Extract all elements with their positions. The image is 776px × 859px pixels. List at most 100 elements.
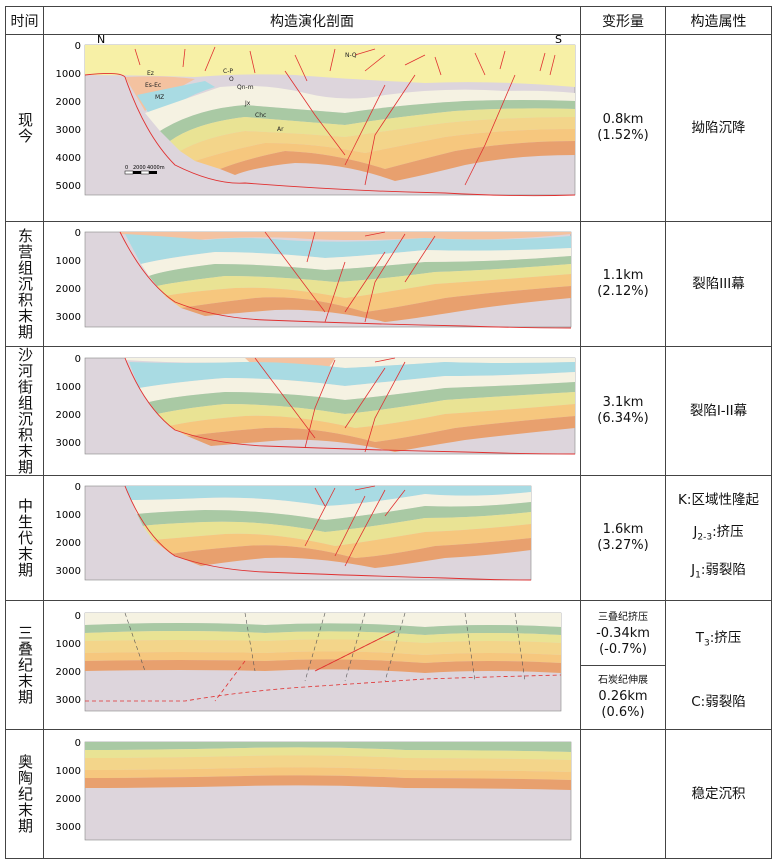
scale-bar: 0 2000 4000m: [124, 165, 165, 175]
stratigraphy: [84, 357, 575, 455]
section-cell: 0 1000 2000 3000: [43, 346, 581, 476]
stratigraphy: [84, 231, 571, 329]
unit-label: C-P: [223, 68, 233, 75]
section-ordovician: 0 1000 2000 3000: [55, 738, 571, 841]
scale-label: 2000: [133, 165, 146, 171]
deformation-percent: (3.27%): [597, 538, 649, 553]
header-section: 构造演化剖面: [43, 6, 581, 35]
section-mesozoic: 0 1000 2000 3000: [55, 482, 531, 581]
unit-label: MZ: [155, 94, 164, 101]
depth-axis: 0 1000 2000 3000: [55, 482, 80, 577]
stratigraphy: [84, 485, 531, 581]
depth-tick: 0: [74, 228, 80, 239]
unit-label: O: [229, 76, 234, 83]
attribute-line: J1:弱裂陷: [666, 561, 771, 585]
deformation-cell: 1.1km (2.12%): [580, 221, 666, 347]
attribute-cell: 拗陷沉降: [665, 34, 772, 222]
attribute-subscript: 1: [695, 570, 701, 581]
depth-axis: 0 1000 2000 3000: [55, 738, 80, 833]
scale-label: 4000m: [147, 165, 165, 171]
depth-tick: 3000: [55, 438, 80, 449]
attribute-subscript: 3: [703, 638, 710, 649]
depth-tick: 1000: [55, 256, 80, 267]
row-shahejie: 沙河街组沉积末期 0 1000 2000 3000: [5, 346, 772, 476]
section-cell: 0 1000 2000 3000: [43, 729, 581, 859]
depth-tick: 2000: [55, 667, 80, 678]
depth-tick: 0: [74, 482, 80, 493]
depth-tick: 2000: [55, 284, 80, 295]
depth-tick: 4000: [55, 153, 80, 164]
deformation-percent: (0.6%): [601, 704, 645, 720]
deformation-cell: 三叠纪挤压 -0.34km (-0.7%) 石炭纪伸展 0.26km (0.6%…: [580, 600, 666, 730]
attribute-text: :弱裂陷: [700, 562, 746, 578]
time-label: 现今: [16, 112, 34, 144]
time-label: 中生代末期: [16, 498, 34, 578]
section-triassic: 0 1000 2000 3000: [55, 611, 561, 712]
header-time: 时间: [5, 6, 44, 35]
attribute-cell: 稳定沉积: [665, 729, 772, 859]
deformation-cell: 0.8km (1.52%): [580, 34, 666, 222]
depth-tick: 1000: [55, 639, 80, 650]
north-label: N: [97, 35, 105, 46]
depth-tick: 1000: [55, 382, 80, 393]
time-label: 东营组沉积末期: [16, 228, 34, 340]
deformation-value: 3.1km: [602, 395, 644, 410]
header-attribute: 构造属性: [665, 6, 772, 35]
depth-axis: 0 1000 2000 3000: [55, 611, 80, 706]
attribute-line: C:弱裂陷: [666, 693, 771, 711]
header-row: 时间 构造演化剖面 变形量 构造属性: [5, 6, 772, 35]
stratigraphy: [84, 612, 561, 712]
unit-label: Qn-m: [237, 84, 254, 91]
attribute-text: C:弱裂陷: [691, 693, 746, 710]
unit-labels: Ez Es-Ec MZ C-P O Qn-m Jx Chc Ar N-Q: [145, 52, 357, 133]
depth-tick: 5000: [55, 181, 80, 192]
deformation-value: -0.34km: [596, 625, 650, 641]
attribute-subscript: 2-3: [697, 533, 713, 543]
deformation-percent: (1.52%): [597, 128, 649, 143]
section-cell: 0 1000 2000 3000: [43, 600, 581, 730]
depth-tick: 0: [74, 611, 80, 622]
attribute-text: K:区域性隆起: [678, 492, 759, 509]
deformation-cell: 3.1km (6.34%): [580, 346, 666, 476]
scale-label: 0: [125, 165, 128, 171]
row-ordovician: 奥陶纪末期 0 1000 2000 3000 稳定: [5, 729, 772, 859]
deformation-value: 0.26km: [598, 688, 648, 704]
depth-tick: 2000: [55, 410, 80, 421]
time-label: 三叠纪末期: [16, 625, 34, 705]
unit-label: Es-Ec: [145, 82, 161, 89]
depth-axis: 0 1000 2000 3000: [55, 354, 80, 449]
attribute-text: J: [693, 524, 698, 541]
depth-tick: 2000: [55, 97, 80, 108]
depth-tick: 3000: [55, 566, 80, 577]
unit-label: Ez: [147, 70, 154, 77]
stratigraphy: [84, 44, 575, 197]
time-label: 奥陶纪末期: [16, 754, 34, 834]
depth-tick: 3000: [55, 312, 80, 323]
deformation-triassic: 三叠纪挤压 -0.34km (-0.7%): [581, 603, 665, 666]
attribute-text: :挤压: [709, 630, 742, 647]
header-deformation: 变形量: [580, 6, 666, 35]
attribute-cell: 裂陷I-II幕: [665, 346, 772, 476]
deformation-percent: (-0.7%): [599, 641, 647, 657]
deformation-value: 0.8km: [602, 112, 644, 127]
attribute-line: J2-3:挤压: [666, 523, 771, 547]
depth-tick: 3000: [55, 125, 80, 136]
attribute-text: J: [691, 562, 696, 578]
unit-label: Chc: [255, 112, 266, 119]
deformation-value: 1.1km: [602, 268, 644, 283]
section-present: 0 1000 2000 3000 4000 5000 N S: [55, 33, 575, 197]
row-mesozoic: 中生代末期 0 1000 2000 3000: [5, 475, 772, 601]
section-shahejie: 0 1000 2000 3000: [55, 354, 575, 455]
deformation-label: 石炭纪伸展: [598, 674, 648, 686]
deformation-carboniferous: 石炭纪伸展 0.26km (0.6%): [581, 666, 665, 728]
attribute-text: :挤压: [712, 524, 744, 541]
row-dongying: 东营组沉积末期 0 1000 2000 3000: [5, 221, 772, 347]
evolution-table: 时间 构造演化剖面 变形量 构造属性 现今 0 1000 2000 3000 4…: [5, 6, 772, 859]
depth-tick: 2000: [55, 538, 80, 549]
unit-label: Jx: [244, 100, 251, 107]
depth-tick: 1000: [55, 510, 80, 521]
depth-tick: 0: [74, 738, 80, 749]
depth-tick: 2000: [55, 794, 80, 805]
section-cell: 0 1000 2000 3000: [43, 475, 581, 601]
attribute-line: K:区域性隆起: [666, 491, 771, 509]
